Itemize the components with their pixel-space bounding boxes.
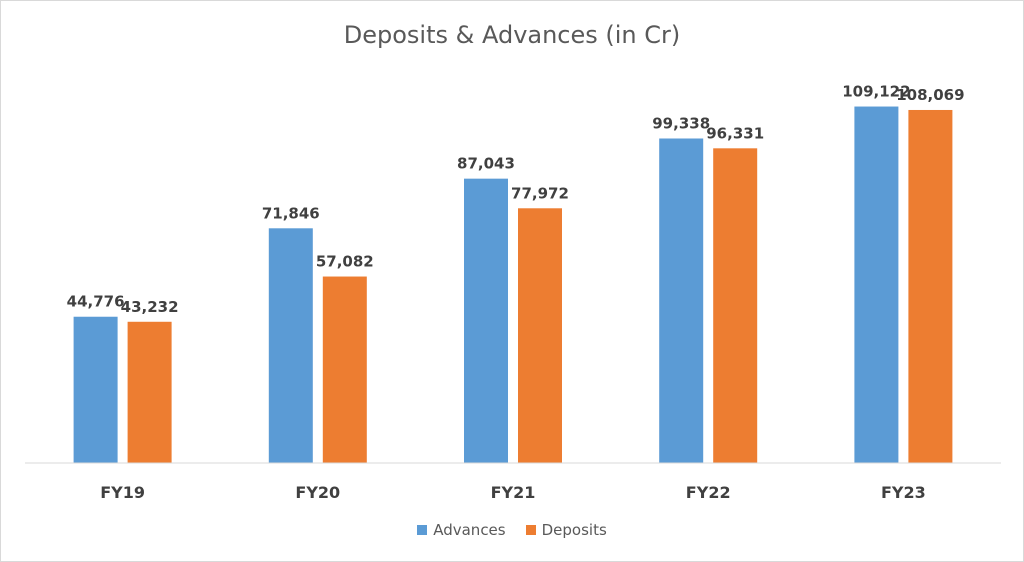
bar-advances-fy22 [659, 138, 704, 464]
legend-swatch-advances [417, 525, 428, 535]
data-label-deposits-fy20: 57,082 [316, 253, 374, 271]
bars-group [73, 106, 953, 464]
data-label-advances-fy19: 44,776 [67, 293, 125, 311]
bar-deposits-fy21 [518, 208, 562, 463]
x-tick-labels: FY19 FY20 FY21 FY22 FY23 [100, 483, 926, 502]
data-label-deposits-fy23: 108,069 [896, 86, 964, 104]
bar-deposits-fy20 [322, 276, 367, 463]
legend-item-advances: Advances [417, 521, 506, 539]
bar-advances-fy20 [268, 228, 313, 463]
x-tick-label-fy19: FY19 [100, 483, 145, 502]
data-label-deposits-fy22: 96,331 [706, 124, 764, 142]
x-tick-label-fy20: FY20 [295, 483, 340, 502]
bar-advances-fy21 [464, 178, 508, 463]
legend-label-deposits: Deposits [541, 521, 607, 539]
data-label-advances-fy22: 99,338 [652, 114, 710, 132]
data-label-deposits-fy19: 43,232 [121, 298, 179, 316]
data-label-deposits-fy21: 77,972 [511, 184, 569, 202]
bar-deposits-fy22 [713, 148, 758, 464]
legend: Advances Deposits [1, 521, 1023, 539]
bar-advances-fy19 [73, 316, 118, 463]
x-tick-label-fy23: FY23 [881, 483, 926, 502]
x-tick-label-fy22: FY22 [686, 483, 731, 502]
bar-deposits-fy19 [127, 321, 172, 463]
x-tick-label-fy21: FY21 [491, 483, 536, 502]
bar-advances-fy23 [854, 106, 899, 464]
legend-swatch-deposits [525, 525, 536, 535]
legend-item-deposits: Deposits [525, 521, 607, 539]
data-label-advances-fy21: 87,043 [457, 155, 515, 173]
data-label-advances-fy20: 71,846 [262, 204, 320, 222]
chart-title: Deposits & Advances (in Cr) [343, 21, 681, 49]
data-label-advances-fy23: 109,122 [842, 83, 910, 101]
bar-deposits-fy23 [908, 109, 953, 463]
legend-label-advances: Advances [433, 521, 506, 539]
